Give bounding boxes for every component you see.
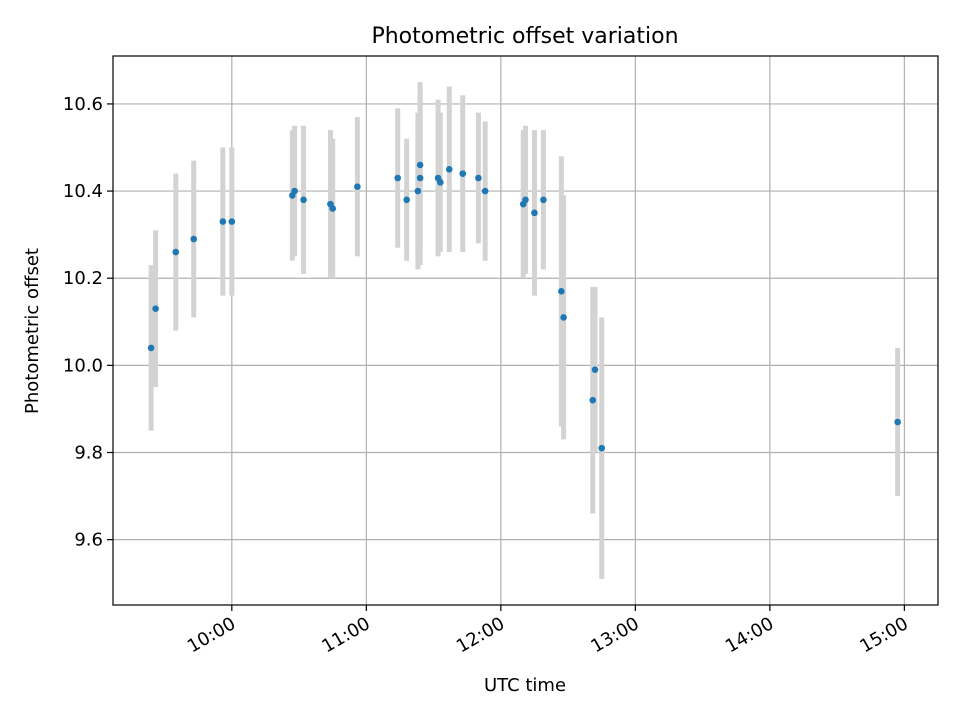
data-point — [152, 305, 159, 313]
data-point — [445, 165, 453, 173]
data-point — [329, 205, 337, 212]
data-point — [414, 187, 422, 195]
data-point — [354, 183, 361, 191]
data-point — [416, 161, 424, 169]
data-point — [228, 218, 236, 225]
y-tick-label: 9.8 — [74, 443, 103, 464]
data-point — [591, 366, 599, 374]
data-point — [403, 196, 410, 204]
data-point — [540, 196, 547, 204]
data-point — [190, 235, 198, 243]
data-point — [291, 187, 298, 195]
data-point — [459, 170, 467, 177]
data-point — [475, 174, 482, 182]
data-points — [147, 161, 901, 452]
data-point — [598, 444, 606, 452]
data-point — [481, 187, 489, 195]
y-tick-label: 10.0 — [63, 355, 103, 376]
data-point — [531, 209, 538, 217]
data-point — [172, 248, 180, 256]
y-tick-label: 9.6 — [74, 530, 103, 551]
data-point — [300, 196, 307, 204]
data-point — [219, 218, 227, 225]
data-point — [894, 418, 901, 426]
data-point — [558, 287, 565, 295]
data-point — [416, 174, 424, 182]
chart-title: Photometric offset variation — [371, 24, 678, 49]
data-point — [522, 196, 529, 204]
y-tick-label: 10.2 — [63, 268, 103, 289]
data-point — [394, 174, 402, 182]
y-axis-label: Photometric offset — [22, 248, 43, 414]
data-point — [589, 396, 597, 404]
grid — [113, 56, 938, 605]
y-tick-label: 10.4 — [63, 181, 103, 202]
plot-frame — [112, 55, 939, 606]
x-axis-label: UTC time — [484, 675, 566, 696]
data-point — [560, 314, 567, 321]
data-point — [437, 179, 444, 186]
y-tick-label: 10.6 — [63, 94, 103, 115]
data-point — [147, 344, 155, 352]
